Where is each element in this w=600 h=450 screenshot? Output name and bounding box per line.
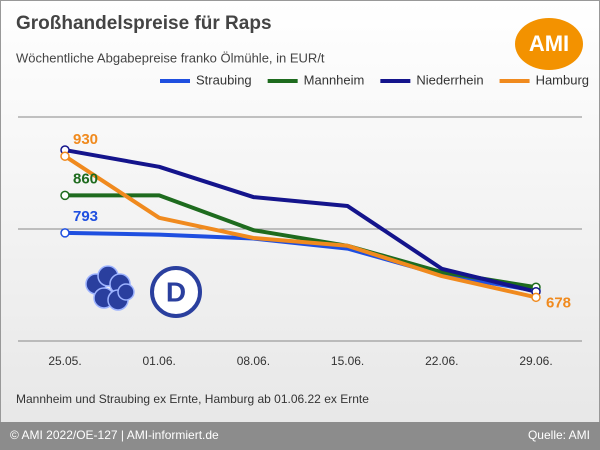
- chart-subtitle: Wöchentliche Abgabepreise franko Ölmühle…: [16, 50, 325, 65]
- badge-ring: [150, 266, 202, 318]
- footer-bar: [0, 422, 600, 450]
- logo: AMI: [529, 31, 569, 56]
- x-tick-label: 15.06.: [331, 354, 364, 368]
- x-tick-label: 25.05.: [48, 354, 81, 368]
- end-point: [531, 292, 541, 303]
- legend-label: Mannheim: [304, 72, 365, 87]
- note: Mannheim und Straubing ex Ernte, Hamburg…: [16, 392, 369, 406]
- x-tick-label: 29.06.: [519, 354, 552, 368]
- data-label: 793: [73, 208, 98, 225]
- badge: D: [166, 276, 186, 307]
- logo-bg: [515, 18, 583, 70]
- end-point: [60, 190, 70, 201]
- data-label: 860: [73, 170, 98, 187]
- x-tick-label: 08.06.: [237, 354, 270, 368]
- legend-label: Hamburg: [536, 72, 589, 87]
- legend-label: Niederrhein: [416, 72, 483, 87]
- footer-right: Quelle: AMI: [528, 428, 590, 442]
- line: [63, 154, 538, 300]
- legend-label: Straubing: [196, 72, 252, 87]
- end-point: [60, 151, 70, 161]
- footer-left: © AMI 2022/OE-127 | AMI-informiert.de: [10, 428, 219, 442]
- data-label: 678: [546, 294, 571, 311]
- data-label: 930: [73, 131, 98, 148]
- line: [63, 148, 538, 294]
- x-tick-label: 01.06.: [143, 354, 176, 368]
- x-tick-label: 22.06.: [425, 354, 458, 368]
- chart-title: Großhandelspreise für Raps: [16, 13, 272, 34]
- flower-icon: [85, 265, 135, 311]
- end-point: [60, 228, 70, 238]
